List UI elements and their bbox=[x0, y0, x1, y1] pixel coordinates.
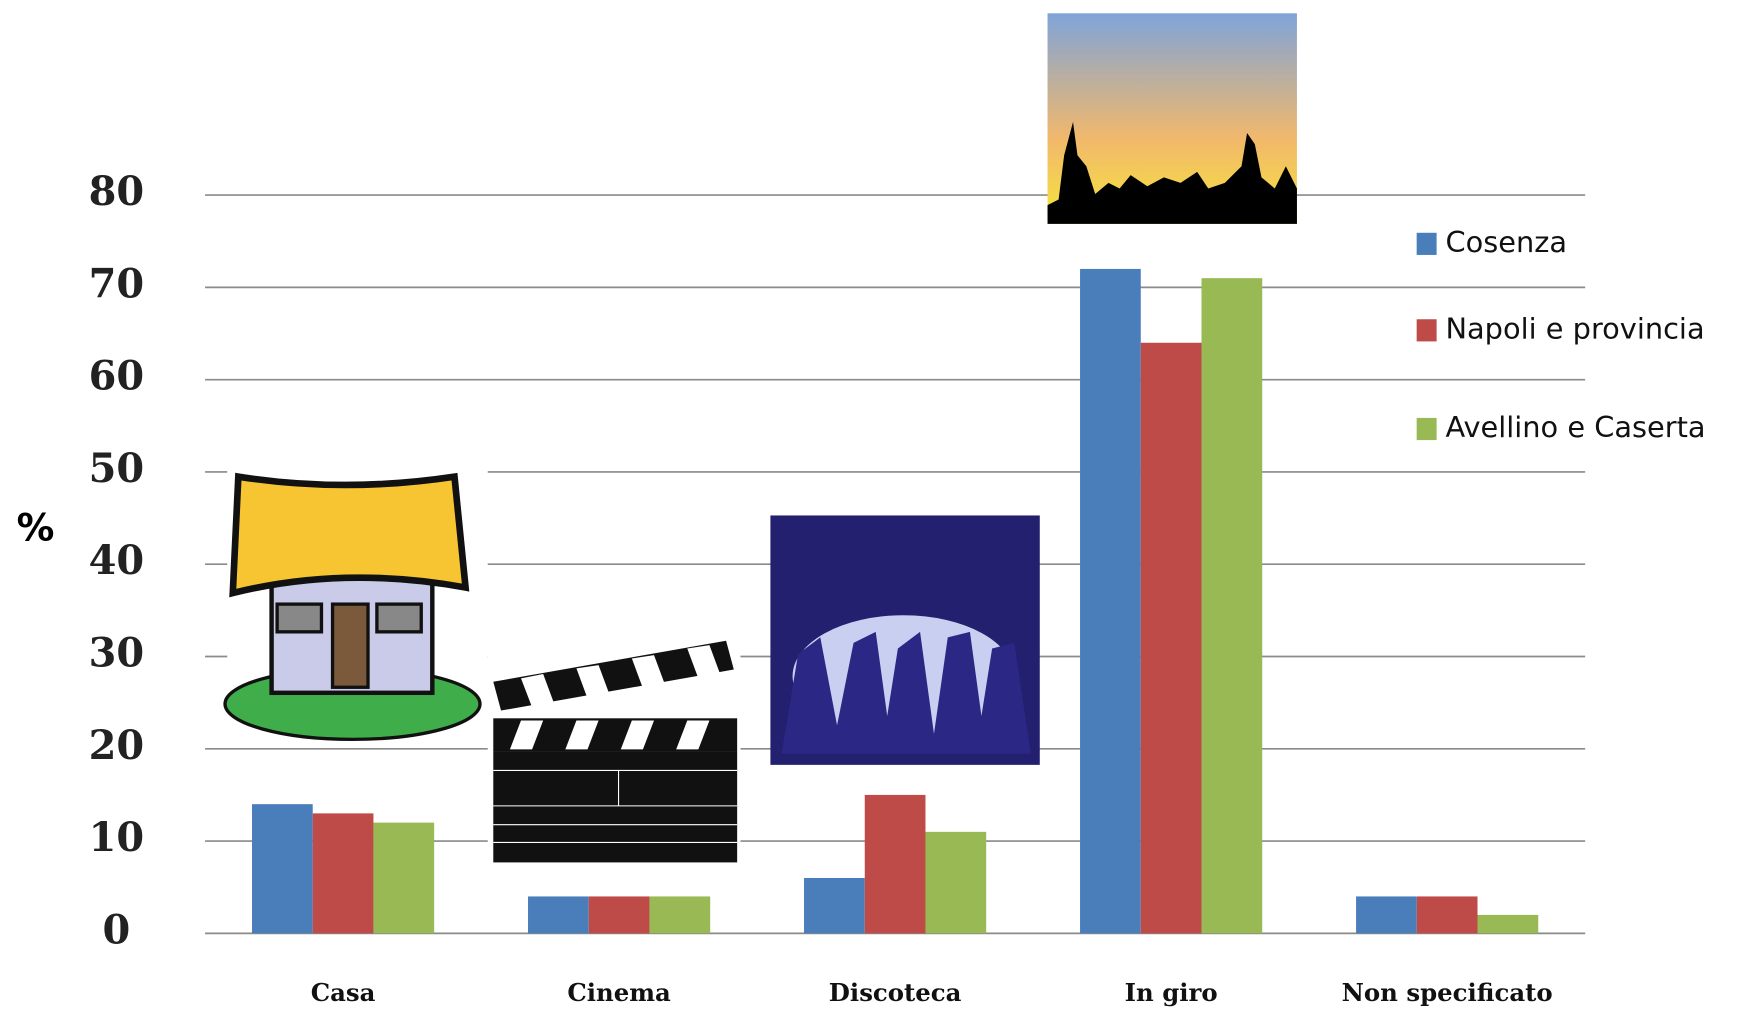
y-tick-label: 50 bbox=[89, 446, 145, 492]
bar bbox=[373, 822, 435, 934]
bar bbox=[649, 896, 711, 934]
bar bbox=[1477, 914, 1539, 934]
bar bbox=[1140, 342, 1202, 934]
legend-swatch bbox=[1416, 232, 1437, 255]
city-picture bbox=[1047, 13, 1297, 224]
bar bbox=[1201, 278, 1263, 934]
y-tick-label: 10 bbox=[89, 815, 145, 861]
bar bbox=[312, 813, 374, 934]
legend-swatch bbox=[1416, 417, 1437, 441]
pictures bbox=[223, 13, 1297, 865]
y-tick-label: 80 bbox=[89, 169, 145, 215]
bar bbox=[251, 804, 313, 934]
y-tick-label: 40 bbox=[89, 538, 145, 584]
y-tick-label: 20 bbox=[89, 723, 145, 769]
bar bbox=[1416, 896, 1478, 934]
y-tick-label: 60 bbox=[89, 354, 145, 400]
y-tick-label: 70 bbox=[89, 261, 145, 307]
x-tick-label: Cinema bbox=[567, 978, 671, 1007]
x-tick-label: Discoteca bbox=[829, 978, 962, 1007]
disco-picture bbox=[770, 515, 1040, 765]
legend-swatch bbox=[1416, 319, 1437, 342]
bar bbox=[925, 831, 987, 934]
bar bbox=[864, 794, 926, 934]
legend-label: Napoli e provincia bbox=[1445, 311, 1704, 345]
bar bbox=[804, 877, 865, 934]
legend-label: Cosenza bbox=[1445, 225, 1567, 259]
bar bbox=[588, 896, 650, 934]
x-tick-label: In giro bbox=[1125, 978, 1218, 1007]
x-tick-label: Casa bbox=[311, 978, 376, 1007]
legend-label: Avellino e Caserta bbox=[1445, 410, 1705, 444]
bar bbox=[1356, 896, 1417, 934]
y-tick-label: 0 bbox=[103, 907, 131, 953]
bar bbox=[1080, 268, 1141, 934]
y-tick-label: 30 bbox=[89, 631, 145, 677]
x-tick-label: Non specificato bbox=[1342, 978, 1553, 1007]
bar bbox=[528, 896, 589, 934]
house-picture bbox=[223, 465, 488, 743]
y-axis-label: % bbox=[17, 505, 55, 549]
clapper-picture bbox=[487, 637, 741, 865]
chart-area: 0 10 20 30 40 50 60 70 80 Casa Cinema Discoteca In g… bbox=[17, 13, 1706, 1007]
bars: 0 10 20 30 40 50 60 70 80 Casa Cinema Discoteca In g… bbox=[89, 169, 1706, 1007]
